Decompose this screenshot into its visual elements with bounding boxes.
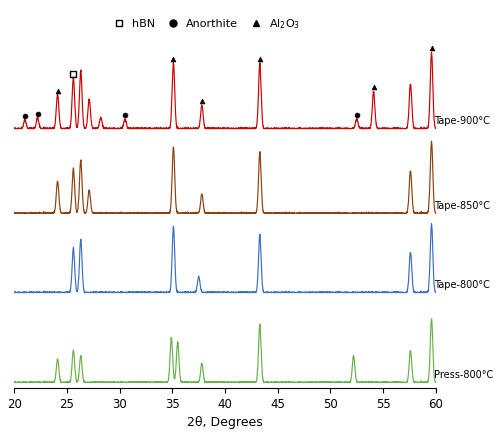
- Text: Tape-850°C: Tape-850°C: [434, 201, 490, 211]
- Text: Tape-800°C: Tape-800°C: [434, 280, 490, 290]
- Legend: hBN, Anorthite, Al$_2$O$_3$: hBN, Anorthite, Al$_2$O$_3$: [103, 13, 305, 35]
- Text: Press-800°C: Press-800°C: [434, 370, 493, 380]
- Text: Tape-900°C: Tape-900°C: [434, 116, 490, 126]
- X-axis label: 2θ, Degrees: 2θ, Degrees: [187, 416, 263, 429]
